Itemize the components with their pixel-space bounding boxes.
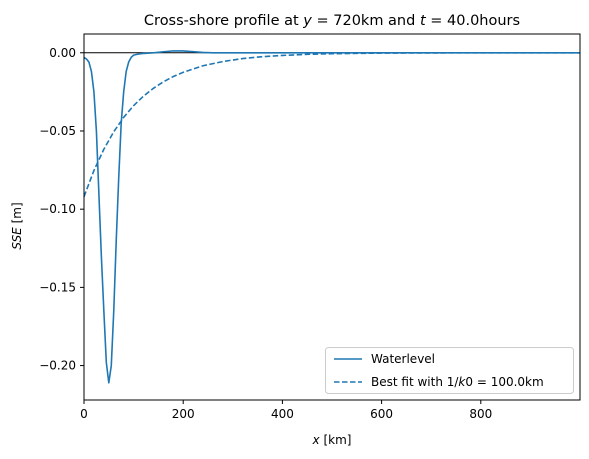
- title-var-t: t: [420, 13, 427, 29]
- legend-label-waterlevel: Waterlevel: [371, 352, 435, 366]
- x-tick-label: 800: [469, 407, 492, 421]
- legend-box: [325, 347, 574, 394]
- y-axis-ticks: 0.00 −0.05 −0.10 −0.15 −0.20: [39, 46, 84, 373]
- plot-frame: [83, 33, 581, 401]
- ylabel-unit: [m]: [10, 202, 24, 227]
- legend-fit-var-k: k: [458, 375, 466, 389]
- title-var-y: y: [302, 13, 312, 29]
- y-tick-label: −0.20: [39, 359, 76, 373]
- x-axis-ticks: 0 200 400 600 800: [80, 400, 492, 421]
- legend-label-best-fit: Best fit with 1/k0 = 100.0km: [371, 375, 544, 389]
- y-tick-label: −0.15: [39, 280, 76, 294]
- x-axis-label: x [km]: [312, 433, 352, 447]
- xlabel-unit: [km]: [320, 433, 352, 447]
- x-tick-label: 600: [370, 407, 393, 421]
- title-part-2: = 720km and: [312, 13, 420, 29]
- y-tick-label: 0.00: [49, 46, 76, 60]
- xlabel-var: x: [312, 433, 321, 447]
- ylabel-var: SSE: [10, 227, 24, 250]
- y-tick-label: −0.10: [39, 202, 76, 216]
- legend: Waterlevel Best fit with 1/k0 = 100.0km: [325, 347, 574, 394]
- legend-fit-part-1: Best fit with 1/: [371, 375, 459, 389]
- chart-title: Cross-shore profile at y = 720km and t =…: [144, 13, 520, 29]
- x-tick-label: 200: [172, 407, 195, 421]
- y-axis-label: SSE [m]: [10, 202, 24, 249]
- x-tick-label: 0: [80, 407, 88, 421]
- series-line-best-fit: [83, 51, 580, 197]
- y-tick-label: −0.05: [39, 124, 76, 138]
- title-part-3: = 40.0hours: [426, 13, 520, 29]
- plot-area: [83, 50, 580, 384]
- legend-fit-part-2: 0 = 100.0km: [465, 375, 543, 389]
- series-line-waterlevel: [83, 50, 580, 384]
- x-tick-label: 400: [271, 407, 294, 421]
- title-part-1: Cross-shore profile at: [144, 13, 303, 29]
